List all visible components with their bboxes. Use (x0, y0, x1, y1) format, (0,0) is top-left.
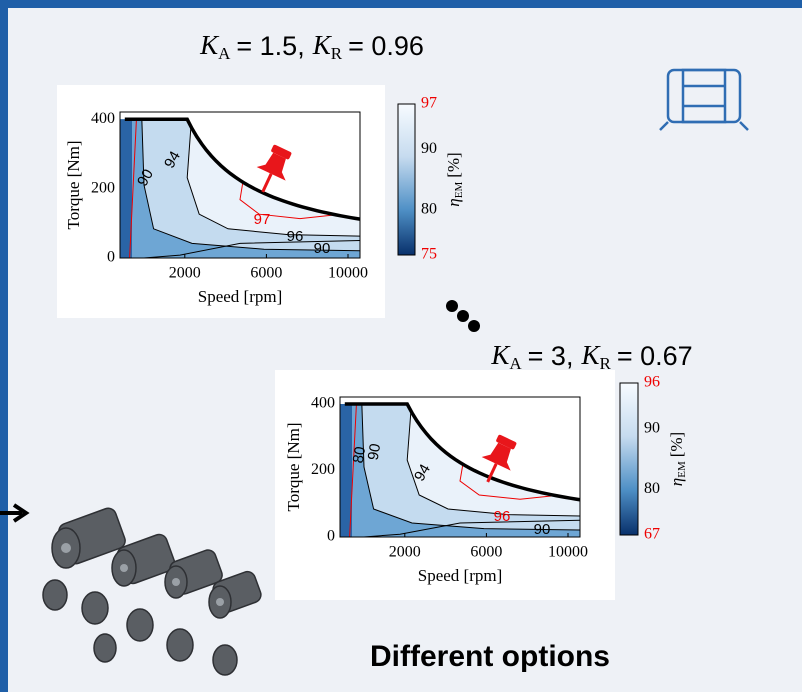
y-tick-label: 0 (327, 528, 335, 545)
colorbar-tick-label: 96 (644, 374, 660, 391)
x-tick-label: 6000 (250, 265, 282, 282)
y-tick-label: 0 (107, 249, 115, 266)
title-value: = 0.67 (617, 341, 693, 371)
y-tick-label: 400 (311, 395, 335, 412)
x-tick-label: 2000 (169, 265, 201, 282)
y-tick-label: 200 (311, 461, 335, 478)
y-axis-label: Torque [Nm] (64, 141, 83, 230)
contour-label: 97 (254, 211, 271, 228)
contour-label: 90 (534, 521, 551, 538)
title-symbol: K (580, 340, 601, 370)
colorbar-symbol: η (667, 478, 686, 486)
title-symbol: K (199, 30, 220, 60)
colorbar-tick-label: 80 (644, 480, 660, 497)
title-value: = 1.5, (236, 31, 304, 61)
colorbar (620, 383, 638, 535)
colorbar-subscript: EM (453, 182, 465, 199)
title-symbol: K (490, 340, 511, 370)
title-value: = 3, (528, 341, 574, 371)
title-value: = 0.96 (348, 31, 424, 61)
title-subscript: A (509, 354, 522, 373)
colorbar-tick-label: 90 (421, 140, 437, 157)
title-symbol: K (312, 30, 333, 60)
figure: Different options 9094979690200060001000… (0, 0, 802, 692)
title-subscript: R (331, 44, 343, 63)
x-tick-label: 10000 (548, 544, 588, 561)
x-tick-label: 2000 (389, 544, 421, 561)
title-subscript: R (599, 354, 611, 373)
y-tick-label: 200 (91, 179, 115, 196)
contour-label: 90 (365, 442, 385, 461)
colorbar-tick-label: 90 (644, 419, 660, 436)
colorbar-tick-label: 67 (644, 526, 660, 543)
x-tick-label: 6000 (470, 544, 502, 561)
contour-label: 96 (287, 228, 304, 245)
colorbar-subscript: EM (676, 461, 688, 478)
colorbar-unit: [%] (667, 432, 686, 457)
x-axis-label: Speed [rpm] (198, 287, 283, 306)
colorbar-tick-label: 75 (421, 246, 437, 263)
contour-label: 96 (494, 508, 511, 525)
caption: Different options (370, 640, 610, 673)
colorbar (398, 104, 415, 255)
colorbar-symbol: η (444, 198, 463, 206)
colorbar-unit: [%] (444, 152, 463, 177)
colorbar-tick-label: 80 (421, 200, 437, 217)
title-subscript: A (218, 44, 231, 63)
x-tick-label: 10000 (328, 265, 368, 282)
x-axis-label: Speed [rpm] (418, 566, 503, 585)
y-tick-label: 400 (91, 110, 115, 127)
contour-label: 90 (314, 240, 331, 257)
y-axis-label: Torque [Nm] (284, 423, 303, 512)
colorbar-tick-label: 97 (421, 95, 437, 112)
